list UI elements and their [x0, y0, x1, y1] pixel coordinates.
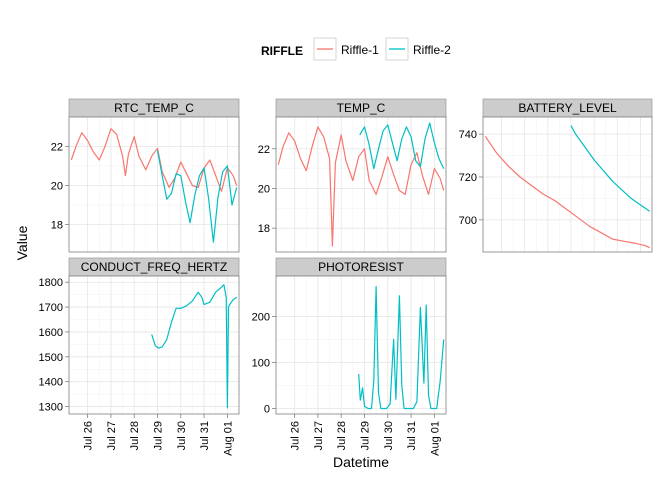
panel-border	[482, 116, 653, 253]
series-line-riffle-2	[156, 150, 238, 243]
x-tick-label: Jul 27	[313, 421, 325, 450]
x-tick-label: Jul 26	[83, 421, 95, 450]
series-line-riffle-2	[359, 122, 445, 170]
series-line-riffle-1	[484, 135, 650, 249]
series-line-riffle-2	[151, 284, 238, 409]
y-tick-label: 200	[252, 311, 270, 323]
y-tick-label: 100	[252, 357, 270, 369]
panel-border	[68, 275, 240, 415]
panel-border	[68, 116, 240, 253]
x-tick-label: Aug 01	[429, 421, 441, 456]
plot-background	[69, 117, 239, 252]
x-tick-label: Jul 30	[383, 421, 395, 450]
x-tick-label: Jul 26	[290, 421, 302, 450]
strip-label-rtc-temp-c: RTC_TEMP_C	[114, 101, 194, 115]
panel-conduct-freq-hertz: CONDUCT_FREQ_HERTZ 1300 1400 1500 1600 1700 18…	[39, 257, 240, 456]
y-tick-label: 22	[51, 141, 63, 153]
x-tick-label: Aug 01	[222, 421, 234, 456]
strip-label-temp-c: TEMP_C	[337, 101, 386, 115]
facet-panels: RTC_TEMP_C 18 20 22 TEMP_C 18 20 22 BATTERY_LEVE…	[39, 98, 653, 456]
series-line-riffle-2	[570, 125, 651, 212]
y-tick-label: 740	[459, 129, 477, 141]
legend-label-riffle-2: Riffle-2	[413, 43, 451, 57]
panel-temp-c: TEMP_C 18 20 22	[258, 98, 447, 253]
y-tick-label: 18	[51, 220, 63, 232]
x-tick-label: Jul 30	[176, 421, 188, 450]
plot-background	[276, 117, 446, 252]
x-tick-label: Jul 31	[406, 421, 418, 450]
x-tick-label: Jul 29	[152, 421, 164, 450]
y-tick-label: 20	[258, 183, 270, 195]
legend-label-riffle-1: Riffle-1	[341, 43, 379, 57]
panel-border	[275, 116, 447, 253]
legend-title: RIFFLE	[261, 44, 303, 58]
y-tick-label: 0	[264, 403, 270, 415]
x-tick-label: Jul 29	[359, 421, 371, 450]
x-tick-label: Jul 28	[336, 421, 348, 450]
panel-battery-level: BATTERY_LEVEL 700 720 740	[459, 98, 653, 253]
strip-label-conduct-freq-hertz: CONDUCT_FREQ_HERTZ	[81, 260, 227, 274]
strip-label-battery-level: BATTERY_LEVEL	[518, 101, 617, 115]
panel-photoresist: PHOTORESIST 0 100 200 Jul 26 Jul 27 Jul 28 Jul …	[252, 257, 447, 456]
legend-items: Riffle-1 Riffle-2	[313, 37, 451, 61]
y-tick-label: 22	[258, 144, 270, 156]
plot-background	[483, 117, 652, 252]
series-line-riffle-2	[358, 286, 445, 410]
legend: RIFFLE Riffle-1 Riffle-2	[261, 37, 451, 61]
y-tick-label: 18	[258, 223, 270, 235]
y-tick-label: 720	[459, 172, 477, 184]
y-tick-label: 1500	[39, 352, 63, 364]
panel-border	[275, 275, 447, 415]
panel-rtc-temp-c: RTC_TEMP_C 18 20 22	[51, 98, 240, 253]
y-tick-label: 1800	[39, 277, 63, 289]
x-tick-label: Jul 27	[106, 421, 118, 450]
plot-background	[69, 276, 239, 414]
series-line-riffle-1	[70, 128, 238, 192]
y-axis-label: Value	[14, 225, 30, 260]
x-axis-label: Datetime	[333, 454, 389, 470]
y-tick-label: 1400	[39, 377, 63, 389]
y-tick-label: 1700	[39, 302, 63, 314]
x-tick-label: Jul 31	[199, 421, 211, 450]
x-tick-label: Jul 28	[129, 421, 141, 450]
series-line-riffle-1	[277, 126, 445, 247]
y-tick-label: 700	[459, 215, 477, 227]
y-tick-label: 1600	[39, 327, 63, 339]
strip-label-photoresist: PHOTORESIST	[318, 260, 404, 274]
y-tick-label: 20	[51, 180, 63, 192]
y-tick-label: 1300	[39, 402, 63, 414]
